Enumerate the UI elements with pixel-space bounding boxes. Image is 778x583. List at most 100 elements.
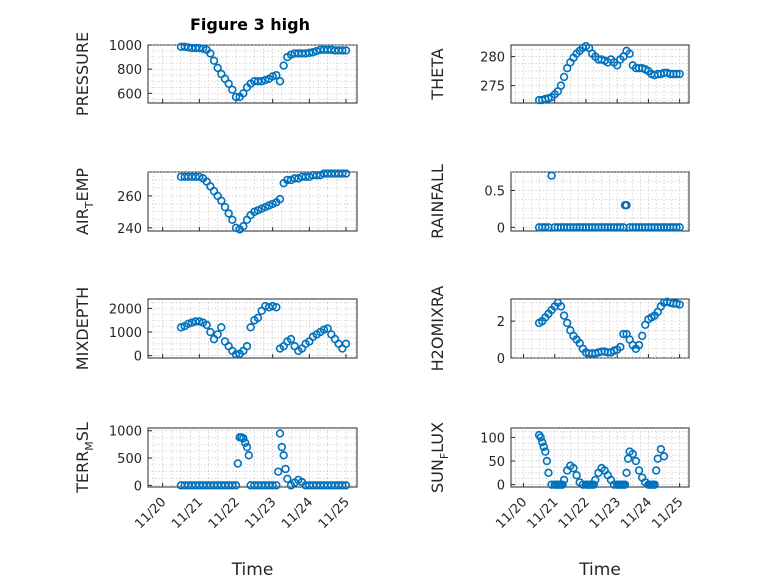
x-tick-label: 11/24 [618, 495, 655, 532]
data-point [634, 466, 644, 475]
data-point [650, 480, 659, 489]
x-tick-label: 11/23 [242, 495, 279, 532]
data-point [542, 456, 552, 466]
plot-area [147, 298, 358, 359]
data-point [228, 215, 237, 225]
data-point [290, 174, 299, 183]
y-tick-label: 1000 [109, 326, 142, 341]
data-point [675, 223, 684, 232]
y-tick-label: 260 [117, 190, 142, 205]
x-tick-label: 11/25 [649, 495, 686, 532]
data-point [202, 320, 211, 330]
data-point [220, 202, 230, 212]
data-point [572, 471, 581, 480]
data-point [559, 311, 569, 320]
data-point [206, 327, 215, 337]
x-tick-label: 11/24 [279, 495, 316, 532]
data-point [341, 481, 351, 490]
data-point [634, 340, 644, 350]
data-point [538, 437, 547, 447]
data-point [675, 300, 684, 309]
data-point [283, 474, 292, 484]
data-point [275, 194, 285, 204]
data-point [558, 480, 567, 489]
data-point [281, 464, 290, 474]
y-axis-label: TERRMSL [73, 422, 96, 494]
x-tick-label: 11/22 [556, 495, 593, 532]
data-point [239, 222, 248, 231]
data-point [224, 209, 233, 218]
data-point [569, 463, 578, 473]
data-point [319, 325, 329, 334]
data-point [301, 172, 310, 181]
y-axis-label: AIRTEMP [73, 168, 96, 235]
plot-area [510, 44, 690, 104]
data-point [338, 169, 347, 178]
data-point [231, 481, 241, 490]
data-point [272, 71, 281, 80]
data-point [228, 481, 237, 490]
data-point [286, 334, 296, 344]
data-point [620, 480, 630, 489]
data-point [620, 200, 630, 210]
data-point [268, 301, 277, 311]
data-point [591, 475, 600, 485]
data-point [616, 223, 625, 232]
data-point [637, 331, 647, 341]
x-tick-label: 11/20 [493, 495, 530, 532]
figure-title: Figure 3 high [190, 15, 310, 34]
data-point [231, 350, 241, 359]
y-tick-label: 0 [134, 350, 142, 365]
data-point [228, 85, 237, 94]
data-point [239, 89, 248, 98]
data-point [239, 434, 248, 443]
data-point [628, 449, 637, 459]
subplot-mixdepth: 0 1000 2000 MIXDEPTH [73, 287, 358, 370]
data-point [257, 77, 266, 86]
y-axis-label: SUNFLUX [428, 422, 451, 493]
x-tick-label: 11/22 [206, 495, 243, 532]
data-point [556, 302, 566, 311]
y-tick-label: 0 [497, 479, 505, 494]
x-tick-label: 11/25 [316, 495, 353, 532]
data-point [616, 342, 625, 352]
y-tick-label: 1000 [109, 39, 142, 54]
data-point [217, 196, 226, 205]
data-point [675, 69, 684, 79]
y-tick-label: 0 [134, 479, 142, 494]
data-point [198, 44, 208, 53]
data-point [625, 49, 634, 58]
data-point [176, 323, 186, 332]
data-point [652, 466, 661, 475]
data-point [275, 429, 285, 438]
x-tick-label: 11/21 [169, 495, 206, 532]
data-point [672, 69, 681, 79]
data-point [536, 433, 545, 442]
data-point [277, 442, 287, 452]
data-point [268, 72, 277, 81]
data-point [246, 323, 255, 332]
data-point [559, 72, 569, 82]
y-axis-label: H2OMIXRA [428, 286, 447, 372]
y-tick-label: 280 [480, 51, 505, 66]
data-point [253, 313, 263, 323]
x-axis-label: Time [578, 560, 621, 580]
data-point [242, 442, 252, 452]
data-point [672, 223, 681, 232]
data-point [275, 77, 285, 86]
plot-area [510, 171, 690, 232]
data-point [272, 481, 281, 490]
y-tick-label: 240 [117, 222, 142, 237]
data-point [279, 451, 288, 460]
plot-area [147, 171, 358, 232]
subplot-pressure: 600 800 1000 PRESSURE [73, 32, 358, 116]
data-point [279, 61, 288, 70]
y-tick-label: 0.5 [484, 184, 505, 199]
y-axis-label: RAINFALL [428, 164, 447, 239]
data-point [589, 480, 598, 489]
x-tick-label: 11/20 [132, 495, 169, 532]
data-point [261, 75, 270, 85]
data-point [559, 475, 569, 485]
data-point [231, 92, 241, 102]
data-point [619, 329, 628, 339]
